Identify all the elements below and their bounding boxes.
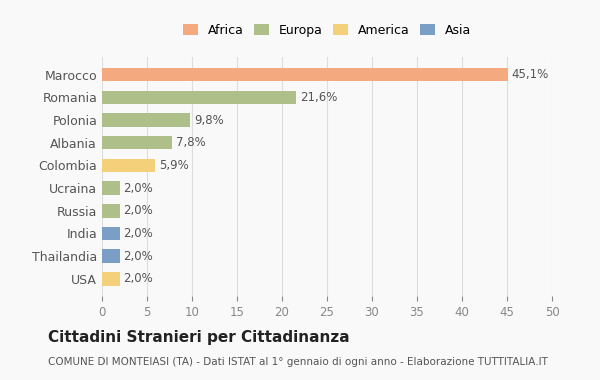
Bar [102,113,190,127]
Bar [102,249,120,263]
Text: 9,8%: 9,8% [194,114,224,127]
Text: 7,8%: 7,8% [176,136,206,149]
Bar [102,68,508,81]
Text: 45,1%: 45,1% [511,68,549,81]
Text: Cittadini Stranieri per Cittadinanza: Cittadini Stranieri per Cittadinanza [48,330,350,345]
Bar [102,90,296,104]
Bar [102,136,172,149]
Bar [102,226,120,240]
Text: 2,0%: 2,0% [124,272,154,285]
Legend: Africa, Europa, America, Asia: Africa, Europa, America, Asia [179,20,475,41]
Bar [102,204,120,217]
Bar [102,181,120,195]
Bar [102,272,120,285]
Text: 2,0%: 2,0% [124,182,154,195]
Bar [102,158,155,172]
Text: 5,9%: 5,9% [159,159,188,172]
Text: 2,0%: 2,0% [124,204,154,217]
Text: 21,6%: 21,6% [300,91,337,104]
Text: COMUNE DI MONTEIASI (TA) - Dati ISTAT al 1° gennaio di ogni anno - Elaborazione : COMUNE DI MONTEIASI (TA) - Dati ISTAT al… [48,357,548,367]
Text: 2,0%: 2,0% [124,227,154,240]
Text: 2,0%: 2,0% [124,250,154,263]
